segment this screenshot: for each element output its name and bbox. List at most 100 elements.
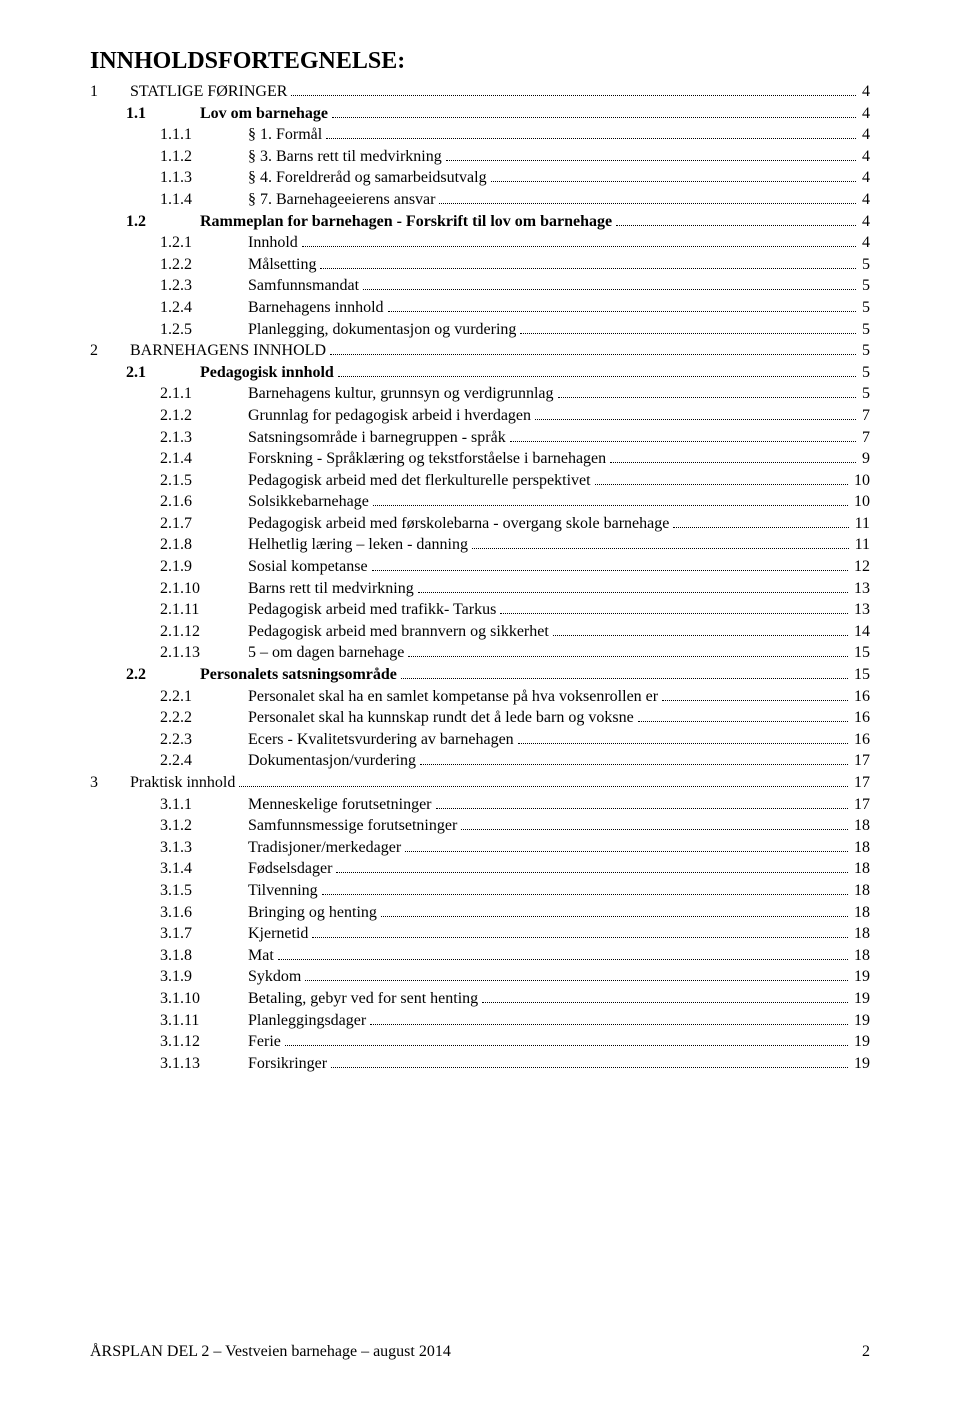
toc-row: 2.1.9Sosial kompetanse12 [90,556,870,578]
toc-label: Ferie [230,1031,281,1053]
toc-page: 17 [852,772,870,794]
toc-row: 3.1.4Fødselsdager 18 [90,858,870,880]
toc-row: 2BARNEHAGENS INNHOLD5 [90,340,870,362]
toc-row: 1.1.3§ 4. Foreldreråd og samarbeidsutval… [90,167,870,189]
toc-row: 3.1.8Mat 18 [90,945,870,967]
toc-number: 1.1.4 [90,189,230,211]
toc-leader [322,882,848,895]
toc-row: 1.2.2Målsetting5 [90,254,870,276]
toc-page: 7 [860,405,870,427]
toc-number: 1.2.2 [90,254,230,276]
toc-row: 3.1.10Betaling, gebyr ved for sent henti… [90,988,870,1010]
toc-page: 17 [852,794,870,816]
toc-label: 5 – om dagen barnehage [230,642,404,664]
toc-row: 3Praktisk innhold 17 [90,772,870,794]
toc-label: Pedagogisk arbeid med førskolebarna - ov… [230,513,669,535]
toc-number: 2.2.3 [90,729,230,751]
toc-row: 1.1Lov om barnehage4 [90,103,870,125]
toc-page: 5 [860,275,870,297]
toc-row: 2.1.135 – om dagen barnehage15 [90,642,870,664]
toc-number: 1.2.5 [90,319,230,341]
toc-leader [381,904,848,917]
toc-label: Pedagogisk arbeid med det flerkulturelle… [230,470,591,492]
toc-leader [461,817,848,830]
toc-number: 3 [90,772,112,794]
toc-number: 2.1.8 [90,534,230,556]
toc-leader [482,990,848,1003]
toc-page: 4 [860,81,870,103]
toc-page: 18 [852,945,870,967]
toc-row: 2.1.5Pedagogisk arbeid med det flerkultu… [90,470,870,492]
toc-label: Planleggingsdager [230,1010,366,1032]
toc-row: 2.1.11Pedagogisk arbeid med trafikk- Tar… [90,599,870,621]
toc-page: 11 [853,513,870,535]
toc-page: 5 [860,362,870,384]
toc-leader [338,364,856,377]
toc-page: 15 [852,664,870,686]
toc-leader [401,666,848,679]
toc-row: 2.1Pedagogisk innhold5 [90,362,870,384]
toc-label: Praktisk innhold [112,772,235,794]
toc-number: 2.1.3 [90,427,230,449]
toc-leader [302,234,856,247]
toc-number: 2.1.10 [90,578,230,600]
toc-number: 2.1.1 [90,383,230,405]
page-title: INNHOLDSFORTEGNELSE: [90,48,870,75]
toc-number: 1.1.1 [90,124,230,146]
toc-label: Dokumentasjon/vurdering [230,750,416,772]
toc-page: 18 [852,923,870,945]
toc-number: 3.1.4 [90,858,230,880]
toc-leader [616,213,856,226]
toc-row: 3.1.1Menneskelige forutsetninger17 [90,794,870,816]
toc-page: 18 [852,858,870,880]
toc-page: 13 [852,599,870,621]
toc-leader [326,126,856,139]
toc-number: 3.1.7 [90,923,230,945]
toc-row: 1.2.5Planlegging, dokumentasjon og vurde… [90,319,870,341]
toc-row: 2.1.3Satsningsområde i barnegruppen - sp… [90,427,870,449]
toc-row: 3.1.2Samfunnsmessige forutsetninger18 [90,815,870,837]
footer-left: ÅRSPLAN DEL 2 – Vestveien barnehage – au… [90,1343,451,1361]
toc-label: Grunnlag for pedagogisk arbeid i hverdag… [230,405,531,427]
toc-row: 2.1.2Grunnlag for pedagogisk arbeid i hv… [90,405,870,427]
page-footer: ÅRSPLAN DEL 2 – Vestveien barnehage – au… [90,1343,870,1361]
toc-number: 2.1.12 [90,621,230,643]
toc-label: Rammeplan for barnehagen - Forskrift til… [182,211,612,233]
toc-page: 4 [860,189,870,211]
toc-leader [610,450,856,463]
toc-number: 2.2.1 [90,686,230,708]
toc-number: 2.1.9 [90,556,230,578]
toc-leader [373,493,848,506]
toc-page: 4 [860,124,870,146]
toc-label: Helhetlig læring – leken - danning [230,534,468,556]
toc-number: 3.1.8 [90,945,230,967]
toc-page: 13 [852,578,870,600]
toc-page: 18 [852,837,870,859]
toc-label: Betaling, gebyr ved for sent henting [230,988,478,1010]
toc-page: 19 [852,988,870,1010]
toc-number: 2.2.4 [90,750,230,772]
toc-page: 5 [860,297,870,319]
toc-number: 2.2.2 [90,707,230,729]
toc-leader [553,623,848,636]
toc-row: 1.2.3Samfunnsmandat5 [90,275,870,297]
toc-label: Fødselsdager [230,858,332,880]
toc-number: 2.1.13 [90,642,230,664]
toc-label: § 4. Foreldreråd og samarbeidsutvalg [230,167,487,189]
toc-label: Personalet skal ha kunnskap rundt det å … [230,707,634,729]
toc-number: 1.1.2 [90,146,230,168]
toc-page: 10 [852,470,870,492]
toc-leader [638,709,848,722]
toc-row: 3.1.12Ferie19 [90,1031,870,1053]
toc-number: 3.1.2 [90,815,230,837]
toc-number: 2.1 [90,362,182,384]
toc-row: 2.2.1Personalet skal ha en samlet kompet… [90,686,870,708]
toc-label: Sykdom [230,966,301,988]
toc-row: 1.2.1Innhold4 [90,232,870,254]
toc-number: 3.1.9 [90,966,230,988]
footer-page-number: 2 [862,1343,870,1361]
toc-leader [388,299,856,312]
toc-leader [330,342,856,355]
toc-row: 1.1.1§ 1. Formål4 [90,124,870,146]
toc-label: Mat [230,945,274,967]
